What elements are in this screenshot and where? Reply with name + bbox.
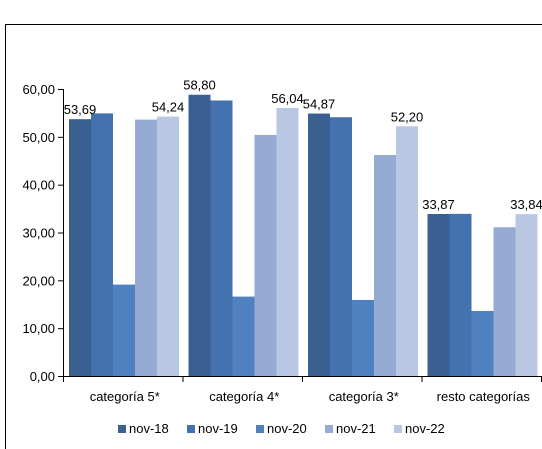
legend-label: nov-22 — [405, 421, 445, 436]
plot-area: 0,00 10,00 20,00 30,00 40,00 50,00 60,00 53,69 5… — [22, 78, 542, 404]
data-label: 33,84 — [510, 197, 542, 212]
legend-swatch-nov-18 — [118, 425, 126, 433]
legend-label: nov-20 — [267, 421, 307, 436]
bar-nov-20-3 — [352, 299, 374, 376]
data-label: 54,87 — [303, 97, 336, 112]
y-tick-label: 20,00 — [22, 273, 55, 288]
y-tick-label: 30,00 — [22, 226, 55, 241]
bar-nov-22-1 — [157, 116, 179, 376]
y-tick-label: 10,00 — [22, 321, 55, 336]
data-label: 53,69 — [64, 102, 97, 117]
bar-nov-20-1 — [113, 284, 135, 376]
bar-nov-19-1 — [91, 113, 113, 377]
data-label: 54,24 — [152, 100, 185, 115]
y-tick-label: 40,00 — [22, 178, 55, 193]
bar-nov-18-2 — [188, 94, 211, 377]
legend-label: nov-21 — [336, 421, 376, 436]
bar-nov-21-2 — [254, 134, 277, 376]
bar-nov-22-3 — [396, 126, 418, 376]
bar-nov-20-2 — [232, 296, 255, 376]
bar-nov-21-1 — [135, 119, 157, 376]
bar-nov-22-4 — [515, 214, 538, 376]
x-category-label: categoría 3* — [329, 389, 399, 404]
x-category-label: categoría 5* — [90, 389, 160, 404]
bar-nov-19-4 — [449, 213, 472, 376]
data-label: 52,20 — [391, 109, 424, 124]
y-tick-label: 60,00 — [22, 82, 55, 97]
x-category-label: resto categorías — [437, 389, 531, 404]
bar-nov-18-1 — [69, 119, 91, 376]
data-label: 33,87 — [422, 197, 455, 212]
bar-nov-18-3 — [308, 113, 330, 376]
legend-label: nov-18 — [129, 421, 169, 436]
legend-swatch-nov-22 — [394, 425, 402, 433]
bar-nov-19-3 — [330, 117, 352, 376]
bar-nov-18-4 — [427, 213, 450, 376]
y-tick-label: 50,00 — [22, 130, 55, 145]
bar-nov-20-4 — [471, 310, 494, 376]
bar-nov-22-2 — [276, 107, 299, 376]
legend-label: nov-19 — [198, 421, 238, 436]
bar-nov-21-3 — [374, 155, 396, 376]
legend-swatch-nov-21 — [325, 425, 333, 433]
bar-nov-21-4 — [493, 227, 516, 376]
data-label: 58,80 — [183, 78, 216, 93]
legend-swatch-nov-19 — [187, 425, 195, 433]
legend: nov-18 nov-19 nov-20 nov-21 nov-22 — [118, 421, 445, 436]
legend-swatch-nov-20 — [256, 425, 264, 433]
data-label: 56,04 — [271, 91, 304, 106]
x-category-label: categoría 4* — [209, 389, 279, 404]
bar-nov-19-2 — [210, 100, 233, 376]
y-tick-label: 0,00 — [30, 369, 55, 384]
